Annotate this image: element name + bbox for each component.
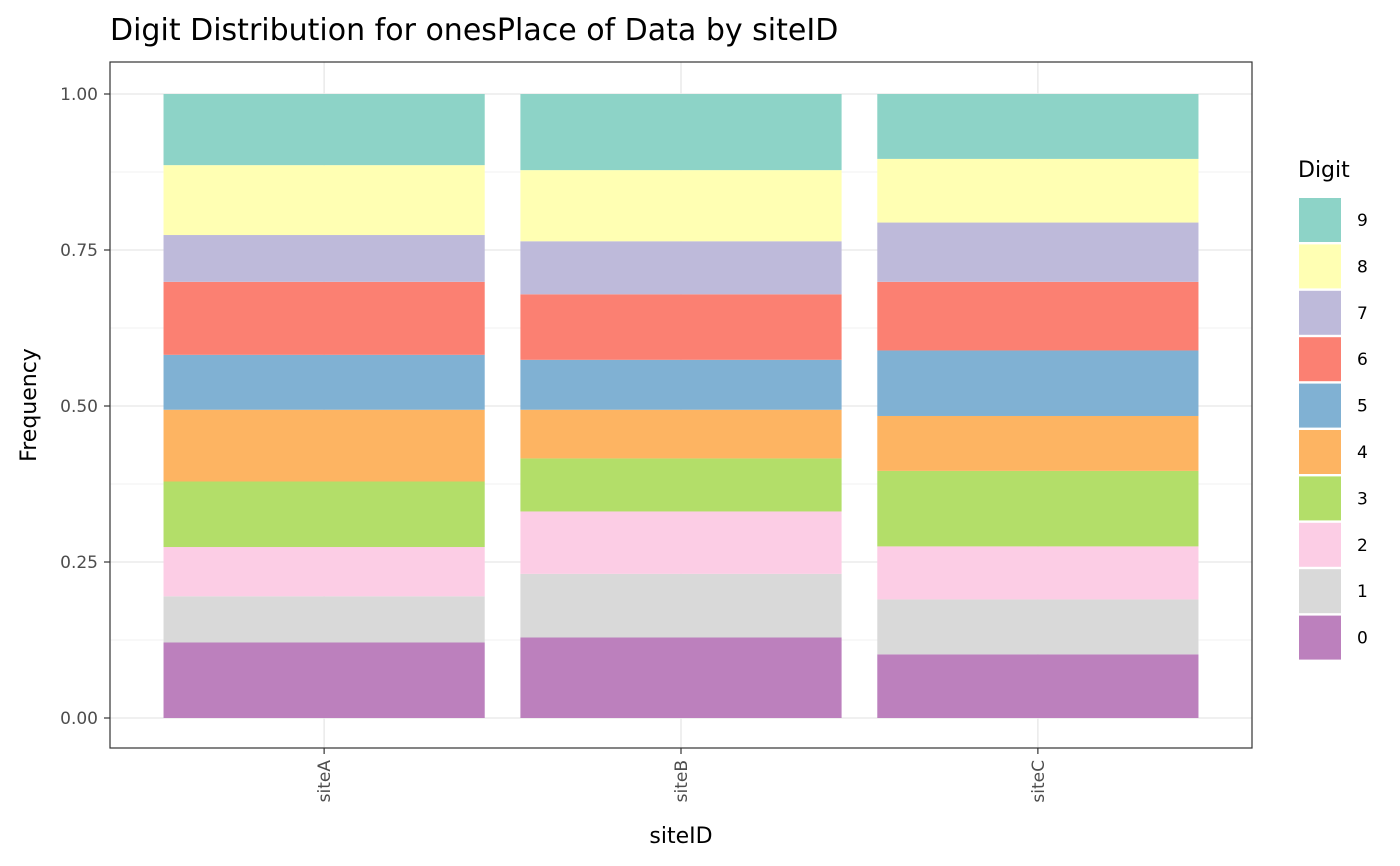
y-tick-label: 0.50 (60, 397, 98, 417)
legend-key-2 (1299, 522, 1341, 567)
bar-segment-siteB-digit-0 (520, 637, 842, 718)
legend-key-5 (1299, 383, 1341, 428)
bar-segment-siteC-digit-6 (877, 281, 1199, 351)
bar-segment-siteB-digit-2 (520, 511, 842, 574)
x-tick-label: siteC (1029, 760, 1049, 803)
legend-label: 3 (1357, 489, 1368, 509)
legend-label: 1 (1357, 582, 1368, 602)
legend-key-6 (1299, 337, 1341, 382)
legend-key-3 (1299, 476, 1341, 521)
legend-label: 2 (1357, 536, 1368, 556)
legend-label: 4 (1357, 443, 1368, 463)
x-axis: siteA siteB siteC (315, 748, 1049, 803)
bar-segment-siteB-digit-4 (520, 409, 842, 459)
y-tick-label: 0.25 (60, 553, 98, 573)
bar-segment-siteA-digit-5 (163, 354, 485, 410)
y-tick-label: 1.00 (60, 85, 98, 105)
bar-segment-siteC-digit-1 (877, 599, 1199, 655)
bar-segment-siteB-digit-3 (520, 458, 842, 512)
bar-segment-siteB-digit-8 (520, 170, 842, 242)
legend-key-1 (1299, 569, 1341, 614)
bar-segment-siteB-digit-1 (520, 573, 842, 638)
bar-segment-siteA-digit-4 (163, 409, 485, 482)
legend-key-0 (1299, 615, 1341, 660)
legend-key-8 (1299, 244, 1341, 289)
bar-segment-siteB-digit-7 (520, 241, 842, 295)
x-axis-title: siteID (649, 824, 712, 849)
bar-segment-siteA-digit-8 (163, 165, 485, 236)
legend-label: 8 (1357, 257, 1368, 277)
legend-title: Digit (1298, 158, 1350, 183)
bar-segment-siteB-digit-5 (520, 359, 842, 410)
bar-segment-siteA-digit-9 (163, 94, 485, 166)
bar-segment-siteA-digit-1 (163, 596, 485, 643)
bar-segment-siteA-digit-3 (163, 481, 485, 548)
bars (163, 94, 1199, 718)
legend-label: 7 (1357, 304, 1368, 324)
chart-title: Digit Distribution for onesPlace of Data… (110, 13, 838, 48)
legend-label: 5 (1357, 397, 1368, 417)
bar-segment-siteC-digit-3 (877, 470, 1199, 547)
bar-segment-siteC-digit-5 (877, 350, 1199, 416)
bar-segment-siteC-digit-4 (877, 415, 1199, 471)
bar-segment-siteC-digit-2 (877, 546, 1199, 600)
bar-segment-siteC-digit-8 (877, 158, 1199, 223)
bar-segment-siteA-digit-2 (163, 547, 485, 597)
legend: Digit 9 8 7 6 5 4 3 2 1 0 (1298, 158, 1368, 660)
bar-segment-siteB-digit-9 (520, 94, 842, 171)
y-axis: 0.00 0.25 0.50 0.75 1.00 (60, 85, 110, 729)
y-tick-label: 0.00 (60, 709, 98, 729)
bar-segment-siteC-digit-9 (877, 94, 1199, 159)
x-tick-label: siteB (672, 760, 692, 802)
y-axis-title: Frequency (17, 348, 42, 462)
legend-label: 0 (1357, 629, 1368, 649)
plot-panel (109, 61, 1253, 749)
bar-segment-siteB-digit-6 (520, 294, 842, 360)
bar-segment-siteA-digit-7 (163, 235, 485, 282)
legend-key-9 (1299, 198, 1341, 242)
bar-segment-siteC-digit-7 (877, 222, 1199, 282)
legend-key-7 (1299, 290, 1341, 335)
legend-key-4 (1299, 430, 1341, 474)
bar-segment-siteC-digit-0 (877, 654, 1199, 718)
y-tick-label: 0.75 (60, 241, 98, 261)
bar-segment-siteA-digit-6 (163, 281, 485, 355)
bar-segment-siteA-digit-0 (163, 642, 485, 718)
legend-label: 6 (1357, 350, 1368, 370)
legend-label: 9 (1357, 211, 1368, 231)
x-tick-label: siteA (315, 760, 335, 803)
